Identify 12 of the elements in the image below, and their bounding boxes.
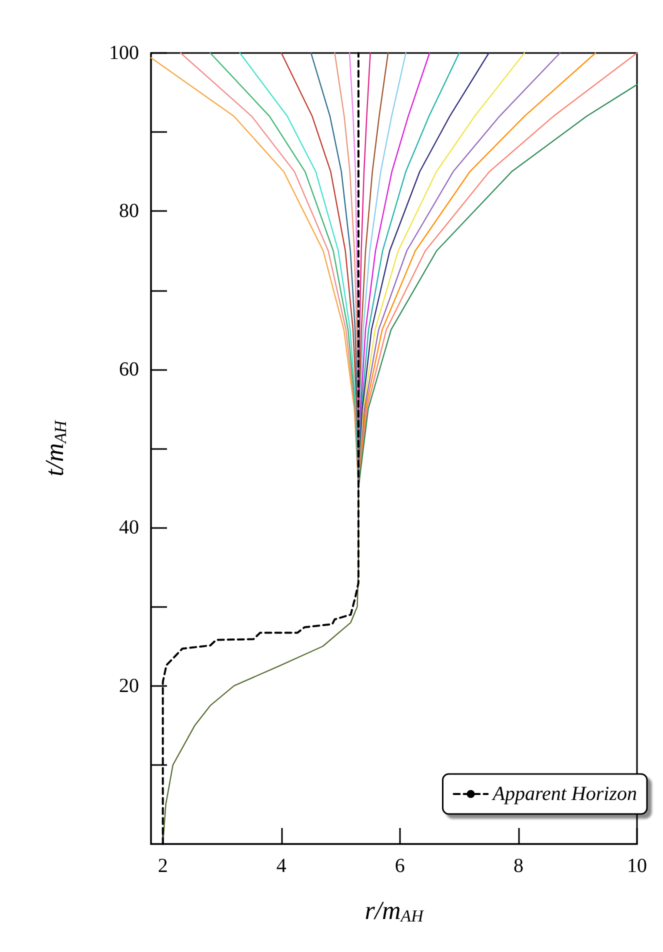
y-tick-label: 80 <box>119 200 139 222</box>
legend-label: Apparent Horizon <box>490 783 638 805</box>
x-tick-label: 6 <box>394 855 405 877</box>
x-tick-label: 2 <box>158 855 168 877</box>
x-tick-label: 8 <box>513 855 524 877</box>
y-tick-label: 40 <box>119 516 139 539</box>
y-tick-label: 20 <box>119 674 139 697</box>
x-tick-label: 4 <box>276 855 286 877</box>
y-tick-label: 60 <box>119 358 139 380</box>
y-tick-label: 100 <box>109 42 139 64</box>
x-tick-label: 10 <box>627 855 647 877</box>
y-axis-title: t/mAH <box>40 420 70 476</box>
